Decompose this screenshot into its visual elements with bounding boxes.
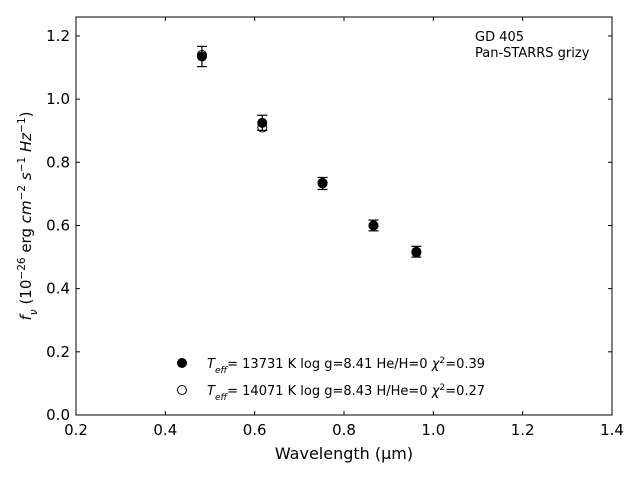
text-part: T (207, 384, 216, 399)
plot-frame (75, 16, 613, 416)
text-part: =0.39 (445, 357, 485, 372)
legend-label: Teff= 14071 K log g=8.43 H/He=0 χ2=0.27 (207, 383, 485, 403)
text-part: χ (431, 357, 441, 372)
x-tick-label: 1.2 (511, 421, 535, 439)
legend-marker (177, 385, 187, 395)
text-part: ) (17, 112, 35, 118)
y-tick-label: 0.2 (46, 343, 70, 361)
text-part: eff (215, 393, 229, 403)
legend-marker (177, 358, 187, 368)
text-part: =0.27 (445, 384, 485, 399)
text-part: 2 (439, 356, 445, 366)
point (257, 122, 268, 133)
annotation: GD 405 (475, 30, 524, 45)
text-part: −1 (16, 117, 28, 132)
y-axis-label: fν (10−26 erg cm−2 s−1 Hz−1) (16, 112, 40, 321)
text-part: cm (17, 200, 35, 223)
y-tick-label: 1.2 (46, 27, 70, 45)
point (411, 247, 422, 258)
text-part: 2 (439, 383, 445, 393)
text-part: s (17, 172, 35, 180)
y-tick-label: 0.8 (46, 153, 70, 171)
x-tick-label: 0.4 (153, 421, 177, 439)
y-tick-label: 0.6 (46, 216, 70, 234)
y-tick-label: 1.0 (46, 90, 70, 108)
x-tick-label: 0.2 (64, 421, 88, 439)
annotation: Pan-STARRS grizy (475, 46, 590, 61)
text-part: −1 (16, 157, 28, 172)
text-part: T (207, 357, 216, 372)
x-tick-label: 0.6 (243, 421, 267, 439)
text-part: = 14071 K log g=8.43 H/He=0 (227, 384, 432, 399)
text-part: eff (215, 366, 229, 376)
x-axis-label: Wavelength (μm) (275, 444, 413, 463)
x-tick-label: 0.8 (332, 421, 356, 439)
text-part: Hz (17, 132, 35, 152)
text-part: ν (28, 309, 40, 315)
y-tick-label: 0.4 (46, 280, 70, 298)
legend-label: Teff= 13731 K log g=8.41 He/H=0 χ2=0.39 (207, 356, 485, 376)
point (368, 220, 379, 231)
text-part: (10 (17, 280, 35, 310)
text-part: erg (17, 223, 35, 257)
y-tick-label: 0.0 (46, 406, 70, 424)
x-tick-label: 1.0 (421, 421, 445, 439)
text-part: −26 (16, 257, 28, 279)
point (196, 49, 207, 60)
text-part: −2 (16, 185, 28, 200)
text-part: χ (431, 384, 441, 399)
point (317, 177, 328, 188)
text-part: f (17, 312, 35, 320)
text-part: = 13731 K log g=8.41 He/H=0 (227, 357, 432, 372)
x-tick-label: 1.4 (600, 421, 624, 439)
